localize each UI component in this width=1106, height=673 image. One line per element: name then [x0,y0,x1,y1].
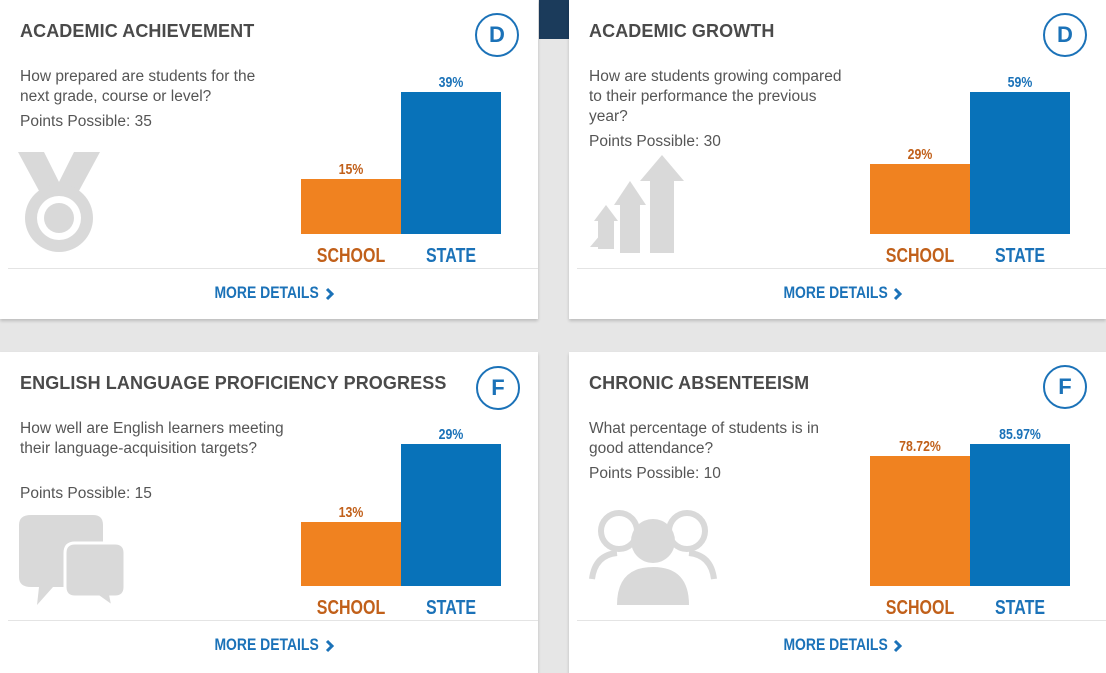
bar-chart: 29% 59% SCHOOL STATE [869,60,1074,272]
state-value-label: 85.97% [999,426,1041,443]
card-title: CHRONIC ABSENTEEISM [589,373,810,393]
state-bar [970,92,1070,234]
grade-badge: D [1043,13,1087,57]
school-bar [870,164,970,234]
bar-chart: 13% 29% SCHOOL STATE [300,412,505,624]
card-question: What percentage of students is in good a… [589,420,820,457]
school-category-label: SCHOOL [316,245,386,267]
card-academic-growth: ACADEMIC GROWTH D How are students growi… [569,0,1106,319]
chevron-right-icon [325,639,334,652]
school-category-label: SCHOOL [316,597,386,619]
state-bar [970,444,1070,586]
divider [8,268,538,269]
medal-icon [18,152,100,261]
grade-badge: F [476,366,520,410]
school-bar [870,456,970,586]
state-category-label: STATE [425,597,477,619]
state-category-label: STATE [994,597,1046,619]
chat-bubbles-icon [19,515,127,612]
points-possible: Points Possible: 30 [589,133,721,150]
card-title: ENGLISH LANGUAGE PROFICIENCY PROGRESS [20,373,447,393]
more-details-link[interactable]: MORE DETAILS [0,283,538,303]
more-details-label: MORE DETAILS [214,635,320,654]
more-details-link[interactable]: MORE DETAILS [0,635,538,655]
school-category-label: SCHOOL [885,597,955,619]
card-title: ACADEMIC GROWTH [589,21,775,41]
top-accent-bar [539,0,569,39]
chevron-right-icon [894,287,903,300]
more-details-label: MORE DETAILS [214,283,320,302]
school-bar [301,522,401,586]
school-value-label: 29% [907,146,933,163]
more-details-link[interactable]: MORE DETAILS [569,283,1106,303]
divider [577,268,1106,269]
school-value-label: 15% [338,161,364,178]
state-value-label: 29% [438,426,464,443]
growth-arrows-icon [590,155,686,260]
state-category-label: STATE [994,245,1046,267]
people-icon [589,505,717,612]
state-bar [401,444,501,586]
school-value-label: 78.72% [899,438,941,455]
divider [577,620,1106,621]
more-details-label: MORE DETAILS [783,283,888,302]
bar-chart: 78.72% 85.97% SCHOOL STATE [869,412,1074,624]
chevron-right-icon [325,287,334,300]
state-bar [401,92,501,234]
card-chronic-absenteeism: CHRONIC ABSENTEEISM F What percentage of… [569,352,1106,673]
points-possible: Points Possible: 10 [589,465,721,482]
state-value-label: 59% [1007,74,1033,91]
card-title: ACADEMIC ACHIEVEMENT [20,21,255,41]
card-academic-achievement: ACADEMIC ACHIEVEMENT D How prepared are … [0,0,538,319]
state-value-label: 39% [438,74,464,91]
school-bar [301,179,401,234]
school-category-label: SCHOOL [885,245,955,267]
bar-chart: 15% 39% SCHOOL STATE [300,60,505,272]
school-value-label: 13% [338,504,364,521]
grade-badge: F [1043,365,1087,409]
state-category-label: STATE [425,245,477,267]
card-question: How are students growing compared to the… [589,68,842,125]
card-question: How well are English learners meeting th… [20,420,284,457]
points-possible: Points Possible: 35 [20,113,152,130]
points-possible: Points Possible: 15 [20,485,152,502]
more-details-label: MORE DETAILS [783,635,888,654]
grade-badge: D [475,13,519,57]
chevron-right-icon [894,639,903,652]
card-question: How prepared are students for the next g… [20,68,256,105]
more-details-link[interactable]: MORE DETAILS [569,635,1106,655]
divider [8,620,538,621]
card-english-language-proficiency: ENGLISH LANGUAGE PROFICIENCY PROGRESS F … [0,352,538,673]
